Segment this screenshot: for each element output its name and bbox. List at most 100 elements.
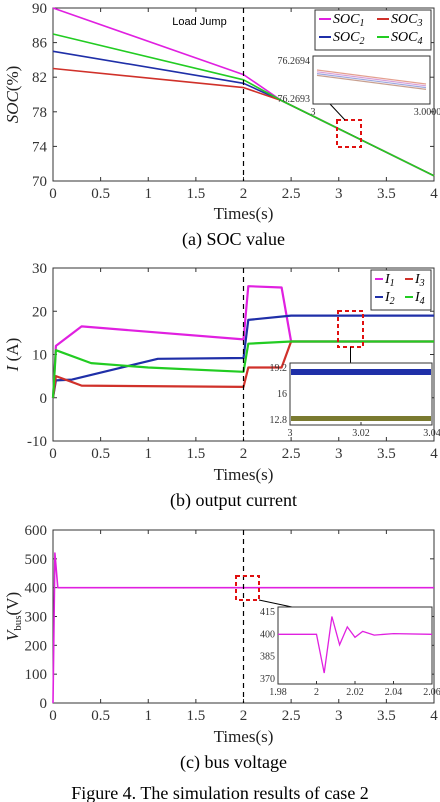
figure-caption: Figure 4. The simulation results of case…: [71, 783, 369, 802]
legend-label: I1: [384, 272, 395, 289]
series-line-soc4: [52, 33, 435, 177]
inset-x-tick-label: 1.98: [269, 687, 287, 698]
y-tick-label: 0: [40, 391, 48, 407]
x-tick-label: 1.5: [187, 708, 206, 724]
y-tick-label: 200: [25, 638, 48, 654]
series-line-i4: [51, 340, 434, 398]
x-tick-label: 3.5: [377, 446, 396, 462]
zoom-region-box: [235, 575, 260, 601]
x-axis-label: Times(s): [214, 465, 274, 484]
y-tick-label: 300: [25, 610, 48, 626]
inset-trace: [316, 74, 427, 90]
legend-label: SOC4: [391, 30, 422, 47]
x-tick-label: 0.5: [91, 446, 110, 462]
y-tick-label: -10: [27, 434, 47, 450]
inset-x-tick-label: 3.00001: [414, 107, 440, 118]
x-tick-label: 1: [145, 446, 153, 462]
x-tick-label: 3: [335, 446, 343, 462]
chart-panel-1: 0 0.5 1 1.5 2 2.5 3 3.5 4 70 74 78 82 86 90 Times(s) SOC…: [3, 1, 440, 250]
zoom-connector: [329, 103, 346, 121]
series-line-i1: [51, 285, 434, 398]
zoom-connector: [258, 599, 293, 608]
x-tick-label: 0.5: [91, 708, 110, 724]
inset-trace-i2: [291, 369, 431, 375]
inset-y-tick-label: 76.2693: [278, 94, 311, 105]
inset-y-tick-label: 76.2694: [278, 56, 311, 67]
x-axis-label: Times(s): [214, 727, 274, 746]
x-tick-label: 2.5: [282, 446, 301, 462]
inset-x-tick-label: 3.04: [423, 428, 440, 439]
x-tick-label: 3.5: [377, 708, 396, 724]
series-line-i2: [51, 314, 434, 398]
legend: I1 I3 I2 I4: [370, 269, 432, 311]
panel-caption: (a) SOC value: [182, 229, 285, 250]
inset-trace-i-others: [291, 416, 431, 421]
inset-y-tick-label: 385: [260, 652, 275, 663]
x-tick-label: 2.5: [282, 708, 301, 724]
inset-trace: [316, 73, 427, 89]
legend-label: SOC2: [333, 30, 364, 47]
inset-frame: [277, 606, 433, 685]
y-axis-label: SOC(%): [3, 66, 22, 124]
x-tick-label: 0.5: [91, 186, 110, 202]
x-tick-label: 2.5: [282, 186, 301, 202]
legend-label: I4: [414, 290, 425, 307]
x-tick-label: 4: [430, 708, 438, 724]
x-tick-label: 3: [335, 708, 343, 724]
y-tick-label: 10: [32, 348, 47, 364]
inset-y-tick-label: 400: [260, 629, 275, 640]
x-tick-label: 4: [430, 446, 438, 462]
inset-y-tick-label: 415: [260, 607, 275, 618]
panel-caption: (c) bus voltage: [180, 752, 287, 773]
y-tick-label: 400: [25, 581, 48, 597]
x-tick-label: 1.5: [187, 446, 206, 462]
panel-caption: (b) output current: [170, 490, 297, 511]
zoom-region-box: [336, 119, 362, 148]
x-tick-label: 2: [240, 708, 248, 724]
y-tick-label: 70: [32, 174, 47, 190]
x-tick-label: 1: [145, 186, 153, 202]
inset-x-tick-label: 3.02: [352, 428, 370, 439]
y-tick-label: 90: [32, 1, 47, 17]
y-tick-label: 86: [32, 36, 48, 52]
y-axis-label: I (A): [3, 338, 22, 373]
x-tick-label: 2: [240, 446, 248, 462]
x-tick-label: 1: [145, 708, 153, 724]
x-tick-label: 3: [335, 186, 343, 202]
inset-panel: 1.98 2 2.02 2.04 2.06 415 400 385 370: [260, 606, 440, 698]
y-axis-label: Vbus(V): [3, 592, 24, 641]
chart-panel-3: 0 0.5 1 1.5 2 2.5 3 3.5 4 0 100 200 300 400 500 600 Time…: [3, 523, 440, 773]
inset-x-tick-label: 2: [314, 687, 319, 698]
inset-panel: 3 3.02 3.04 19.2 16 12.8: [270, 362, 440, 439]
inset-y-tick-label: 370: [260, 674, 275, 685]
series-line-i3: [51, 340, 434, 398]
y-tick-label: 74: [32, 139, 48, 155]
load-jump-annotation: Load Jump: [172, 16, 226, 28]
y-tick-label: 30: [32, 261, 47, 277]
x-axis-label: Times(s): [214, 204, 274, 223]
x-tick-label: 4: [430, 186, 438, 202]
inset-x-tick-label: 2.06: [423, 687, 440, 698]
legend-label: I3: [414, 272, 425, 289]
legend-box: [314, 9, 432, 51]
inset-panel: 3 3.00001 76.2694 76.2693: [278, 55, 440, 118]
x-tick-label: 2: [240, 186, 248, 202]
legend: SOC1 SOC3 SOC2 SOC4: [314, 9, 432, 51]
inset-trace: [316, 69, 427, 85]
inset-x-tick-label: 2.04: [385, 687, 403, 698]
x-tick-label: 0: [49, 446, 57, 462]
y-tick-label: 20: [32, 304, 47, 320]
x-tick-label: 1.5: [187, 186, 206, 202]
inset-trace: [316, 71, 427, 87]
inset-y-tick-label: 12.8: [270, 415, 288, 426]
inset-y-tick-label: 19.2: [270, 363, 288, 374]
y-tick-label: 100: [25, 667, 48, 683]
inset-y-tick-label: 16: [277, 389, 287, 400]
legend-label: SOC3: [391, 12, 422, 29]
series-line-vbus: [52, 552, 434, 704]
y-tick-label: 600: [25, 523, 48, 539]
y-tick-label: 0: [40, 696, 48, 712]
x-tick-label: 0: [49, 186, 57, 202]
x-tick-label: 0: [49, 708, 57, 724]
